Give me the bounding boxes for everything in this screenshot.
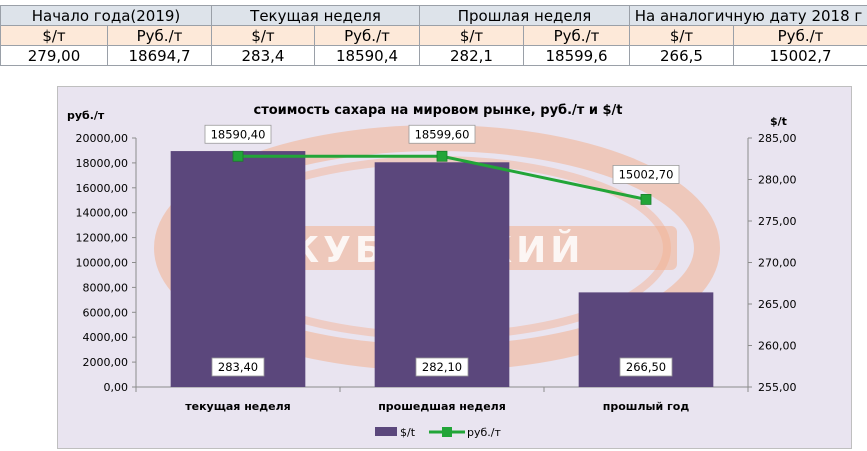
chart-container: КУБАНСКИЙ стоимость сахара на мировом ры… — [57, 86, 852, 449]
value-cell: 279,00 — [0, 45, 108, 66]
line-point-marker — [232, 150, 244, 162]
y-left-tick-label: 10000,00 — [76, 257, 129, 270]
y-left-tick-label: 12000,00 — [76, 232, 129, 245]
subheader-cell: $/т — [419, 25, 524, 46]
header-start-of-year: Начало года(2019) — [0, 5, 212, 26]
y-left-tick-label: 18000,00 — [76, 157, 129, 170]
value-cell: 18694,7 — [107, 45, 212, 66]
table-row: 279,00 18694,7 283,4 18590,4 282,1 18599… — [0, 45, 867, 66]
value-cell: 15002,7 — [732, 45, 867, 66]
chart-title: стоимость сахара на мировом рынке, руб./… — [253, 103, 622, 118]
sugar-price-chart: КУБАНСКИЙ стоимость сахара на мировом ры… — [57, 86, 852, 449]
x-category-label: прошлый год — [603, 400, 690, 413]
y-right-tick-label: 260,00 — [758, 340, 797, 353]
subheader-cell: Руб./т — [732, 25, 867, 46]
subheader-cell: $/т — [629, 25, 734, 46]
subheader-cell: Руб./т — [523, 25, 630, 46]
subheader-cell: Руб./т — [107, 25, 212, 46]
table-header-row: Начало года(2019) Текущая неделя Прошлая… — [0, 5, 867, 26]
legend-marker-rub — [442, 427, 452, 437]
value-cell: 18599,6 — [523, 45, 630, 66]
bar-data-label: 282,10 — [422, 360, 462, 374]
y-left-tick-label: 2000,00 — [83, 356, 129, 369]
header-same-date-2018: На аналогичную дату 2018 г — [628, 5, 867, 26]
y-right-tick-label: 285,00 — [758, 132, 797, 145]
bar-data-label-box — [415, 357, 469, 377]
y-right-tick-label: 275,00 — [758, 215, 797, 228]
legend-swatch-usd — [375, 427, 397, 436]
bar-usd-per-ton — [374, 162, 510, 387]
table-subheader-row: $/т Руб./т $/т Руб./т $/т Руб./т $/т Руб… — [0, 25, 867, 46]
y-left-axis-label: руб./т — [67, 109, 105, 122]
line-data-label: 15002,70 — [619, 167, 674, 181]
subheader-cell: Руб./т — [314, 25, 420, 46]
line-data-label-box — [408, 124, 476, 144]
subheader-cell: $/т — [0, 25, 108, 46]
bar-data-label-box — [619, 357, 673, 377]
line-point-marker — [640, 194, 652, 205]
y-right-tick-label: 255,00 — [758, 381, 797, 394]
legend-label-rub: руб./т — [467, 426, 501, 439]
y-right-axis-label: $/t — [770, 115, 787, 128]
legend-label-usd: $/t — [400, 426, 416, 439]
y-left-tick-label: 20000,00 — [76, 132, 129, 145]
x-category-label: прошедшая неделя — [378, 400, 506, 413]
bar-data-label-box — [211, 357, 265, 377]
y-left-tick-label: 16000,00 — [76, 182, 129, 195]
bar-data-label: 266,50 — [626, 360, 666, 374]
y-left-tick-label: 14000,00 — [76, 207, 129, 220]
y-right-tick-label: 265,00 — [758, 298, 797, 311]
value-cell: 266,5 — [629, 45, 734, 66]
y-left-tick-label: 8000,00 — [83, 281, 129, 294]
y-right-tick-label: 270,00 — [758, 257, 797, 270]
line-data-label-box — [204, 124, 272, 144]
subheader-cell: $/т — [211, 25, 315, 46]
line-point-marker — [436, 150, 448, 162]
y-right-tick-label: 280,00 — [758, 174, 797, 187]
y-left-tick-label: 0,00 — [104, 381, 129, 394]
value-cell: 18590,4 — [314, 45, 420, 66]
bar-usd-per-ton — [170, 151, 306, 387]
header-previous-week: Прошлая неделя — [419, 5, 630, 26]
value-cell: 282,1 — [419, 45, 524, 66]
y-left-tick-label: 6000,00 — [83, 306, 129, 319]
value-cell: 283,4 — [211, 45, 315, 66]
line-data-label: 18599,60 — [415, 127, 470, 141]
x-category-label: текущая неделя — [185, 400, 290, 413]
y-left-tick-label: 4000,00 — [83, 331, 129, 344]
line-data-label-box — [612, 165, 680, 184]
header-current-week: Текущая неделя — [211, 5, 420, 26]
line-data-label: 18590,40 — [211, 127, 266, 141]
price-table: Начало года(2019) Текущая неделя Прошлая… — [0, 5, 867, 66]
bar-data-label: 283,40 — [218, 360, 258, 374]
